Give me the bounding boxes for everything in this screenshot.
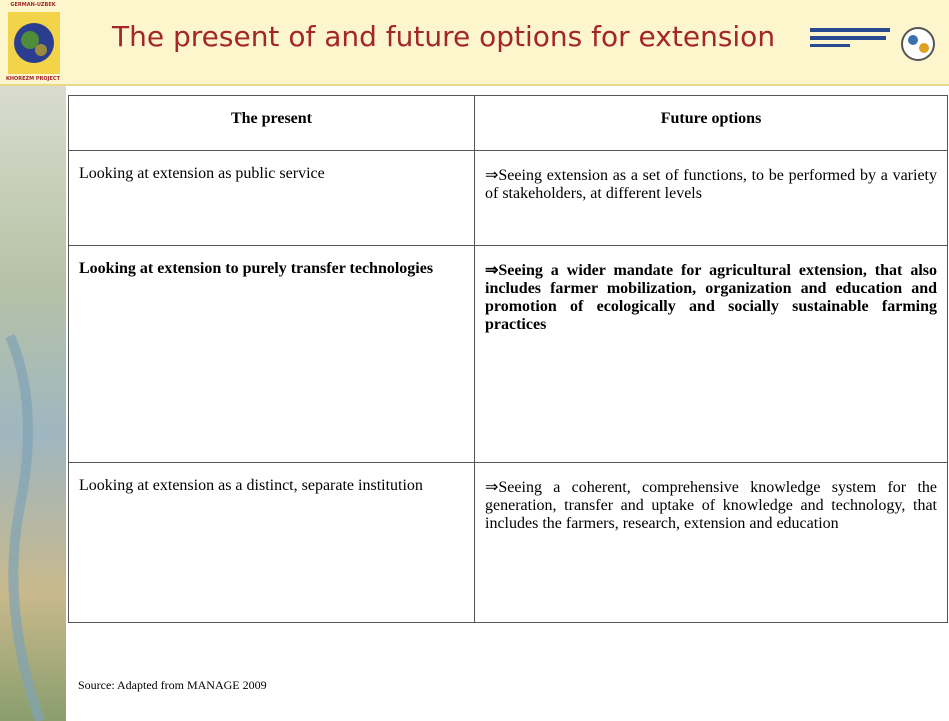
row: Looking at extension as a distinct, sepa… [68,462,948,623]
logo-text: GERMAN-UZBEK [10,2,56,8]
slide-title: The present of and future options for ex… [112,20,776,53]
partner-logos [810,27,935,61]
column-header: The present [68,95,475,151]
source-note: Source: Adapted from MANAGE 2009 [78,678,267,692]
project-logo [8,12,60,74]
cell: Looking at extension as public service [68,150,475,246]
column-header: Future options [474,95,948,151]
cell: ⇒Seeing a coherent, comprehensive knowle… [474,462,948,623]
logo-text: KHOREZM PROJECT [5,76,61,82]
cell: ⇒Seeing a wider mandate for agricultural… [474,245,948,463]
comparison-table: The present Future options Looking at ex… [68,95,948,623]
cell: Looking at extension as a distinct, sepa… [68,462,475,623]
cell: Looking at extension to purely transfer … [68,245,475,463]
header-row: The present Future options [68,95,948,151]
landscape-strip [0,86,66,721]
header-band [0,0,949,86]
row: Looking at extension to purely transfer … [68,245,948,463]
row: Looking at extension as public service ⇒… [68,150,948,246]
cell: ⇒Seeing extension as a set of functions,… [474,150,948,246]
